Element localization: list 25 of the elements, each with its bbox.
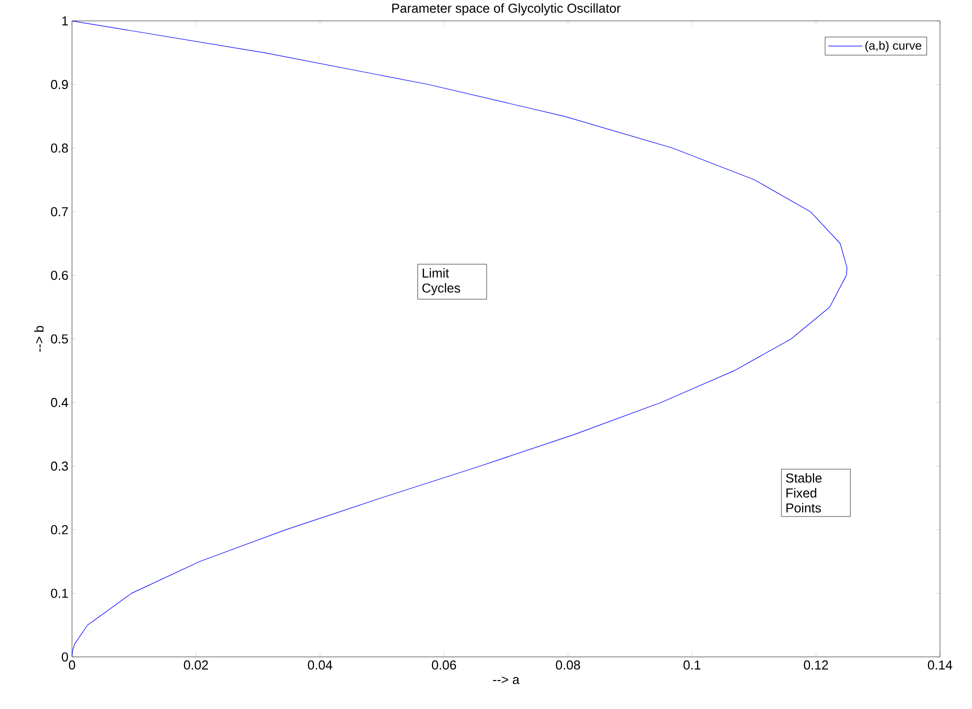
y-tick-label: 0.2 <box>50 525 68 534</box>
x-tick-label: 0 <box>68 660 76 670</box>
y-tick-label: 0.8 <box>50 144 68 153</box>
y-tick-label: 1 <box>62 16 68 26</box>
legend-label: (a,b) curve <box>865 41 922 52</box>
y-axis-title: --> b <box>34 326 44 352</box>
y-tick-label: 0.1 <box>50 588 68 598</box>
x-tick-label: 0.12 <box>804 660 828 670</box>
x-tick-label: 0.02 <box>184 660 208 670</box>
x-tick-label: 0.06 <box>432 660 456 670</box>
annotation: Limit Cycles <box>422 268 460 296</box>
y-tick-label: 0 <box>62 652 68 662</box>
annotation: Stable Fixed Points <box>786 473 822 513</box>
x-tick-label: 0.1 <box>684 660 700 670</box>
x-tick-label: 0.08 <box>556 660 580 670</box>
y-tick-label: 0.6 <box>50 270 68 280</box>
chart-title: Parameter space of Glycolytic Oscillator <box>392 3 621 16</box>
y-tick-label: 0.4 <box>50 398 68 408</box>
y-tick-label: 0.3 <box>50 462 68 471</box>
x-axis-title: --> a <box>493 676 520 684</box>
y-tick-label: 0.5 <box>50 334 68 344</box>
x-tick-label: 0.04 <box>308 660 332 670</box>
y-tick-label: 0.9 <box>50 80 68 90</box>
x-tick-label: 0.14 <box>928 660 952 670</box>
y-tick-label: 0.7 <box>50 207 68 216</box>
